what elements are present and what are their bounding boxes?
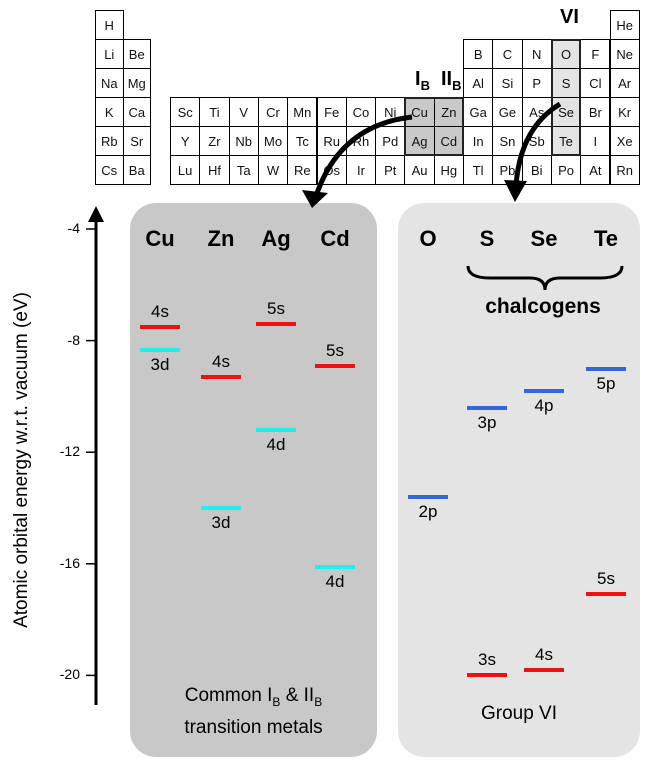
y-tick-label: -8 bbox=[67, 331, 80, 348]
level-s-3p bbox=[467, 405, 507, 410]
element-cell-pt: Pt bbox=[375, 155, 406, 185]
element-header-ag: Ag bbox=[261, 226, 291, 251]
orbital-label: 4d bbox=[325, 571, 345, 591]
element-cell-re: Re bbox=[287, 155, 318, 185]
element-cell-n: N bbox=[521, 39, 552, 69]
orbital-label: 3d bbox=[211, 513, 231, 532]
group-vi-panel bbox=[398, 203, 640, 757]
element-cell-li: Li bbox=[95, 39, 124, 69]
element-cell-be: Be bbox=[122, 39, 151, 69]
level-se-4p bbox=[524, 388, 564, 393]
level-cd-4d bbox=[315, 564, 355, 569]
element-cell-br: Br bbox=[580, 97, 611, 127]
element-header-cu: Cu bbox=[145, 226, 175, 251]
level-o-2p bbox=[408, 494, 448, 499]
chalcogens-arrow bbox=[513, 101, 562, 187]
element-cell-ar: Ar bbox=[609, 68, 640, 98]
element-header-te: Te bbox=[593, 226, 619, 251]
orbital-label: 4s bbox=[212, 351, 230, 371]
level-cu-4s bbox=[140, 324, 180, 329]
orbital-label: 3d bbox=[150, 355, 170, 375]
transition-metals-label: Common IB & IIB transition metals bbox=[184, 685, 323, 738]
orbital-label: 4s bbox=[151, 301, 169, 321]
level-te-5s bbox=[586, 592, 626, 597]
y-tick-label: -20 bbox=[59, 666, 80, 683]
element-cell-h: H bbox=[95, 10, 124, 40]
element-cell-na: Na bbox=[95, 68, 124, 98]
level-ag-5s bbox=[256, 321, 296, 326]
element-cell-sr: Sr bbox=[122, 126, 151, 156]
element-cell-at: At bbox=[580, 155, 611, 185]
level-cu-3d bbox=[140, 348, 180, 353]
chalcogens-arrowhead bbox=[504, 180, 527, 202]
y-tick-label: -12 bbox=[59, 443, 80, 460]
element-cell-p: P bbox=[521, 68, 552, 98]
level-zn-4s bbox=[201, 374, 241, 379]
transition-metals-arrow bbox=[313, 114, 413, 197]
element-cell-sc: Sc bbox=[170, 97, 201, 127]
group-vi-label: VI bbox=[560, 6, 579, 28]
level-cd-5s bbox=[315, 363, 355, 368]
element-cell-ne: Ne bbox=[609, 39, 640, 69]
orbital-label: 4d bbox=[266, 434, 286, 454]
element-header-se: Se bbox=[530, 226, 558, 251]
element-header-zn: Zn bbox=[207, 226, 235, 251]
level-te-5p bbox=[586, 366, 626, 371]
element-cell-bi: Bi bbox=[521, 155, 552, 185]
element-header-cd: Cd bbox=[320, 226, 350, 251]
element-cell-s: S bbox=[550, 68, 582, 98]
element-cell-f: F bbox=[580, 39, 611, 69]
level-zn-3d bbox=[201, 506, 241, 510]
element-cell-xe: Xe bbox=[609, 126, 640, 156]
orbital-label: 4p bbox=[534, 395, 554, 415]
orbital-label: 3s bbox=[478, 650, 496, 670]
level-s-3s bbox=[467, 673, 507, 678]
element-cell-fe: Fe bbox=[316, 97, 347, 127]
element-cell-lu: Lu bbox=[170, 155, 201, 185]
orbital-label: 5s bbox=[597, 569, 615, 589]
element-cell-k: K bbox=[95, 97, 124, 127]
orbital-label: 5s bbox=[267, 298, 285, 318]
level-se-4s bbox=[524, 667, 564, 672]
element-cell-ta: Ta bbox=[228, 155, 259, 185]
element-cell-al: Al bbox=[463, 68, 494, 98]
orbital-label: 5p bbox=[596, 373, 616, 393]
orbital-label: 4s bbox=[535, 644, 553, 664]
element-cell-rn: Rn bbox=[609, 155, 640, 185]
element-cell-cl: Cl bbox=[580, 68, 611, 98]
chalcogens-bracket bbox=[466, 265, 624, 291]
orbital-label: 2p bbox=[418, 501, 438, 521]
element-cell-ca: Ca bbox=[122, 97, 151, 127]
level-ag-4d bbox=[256, 427, 296, 432]
element-cell-rb: Rb bbox=[95, 126, 124, 156]
y-axis-arrowhead bbox=[88, 206, 104, 222]
element-cell-au: Au bbox=[404, 155, 435, 185]
transition-metals-panel bbox=[130, 203, 377, 757]
element-header-s: S bbox=[479, 226, 495, 251]
orbital-label: 5s bbox=[326, 340, 344, 360]
element-cell-i: I bbox=[580, 126, 611, 156]
element-cell-c: C bbox=[492, 39, 523, 69]
element-header-o: O bbox=[419, 226, 437, 251]
element-cell-mo: Mo bbox=[257, 126, 289, 156]
orbital-label: 3p bbox=[477, 412, 497, 432]
chalcogens-label: chalcogens bbox=[485, 295, 601, 318]
y-tick-label: -4 bbox=[67, 220, 80, 236]
element-cell-tl: Tl bbox=[463, 155, 494, 185]
transition-metals-arrowhead bbox=[302, 190, 328, 208]
group-iib-label: IIB bbox=[441, 68, 462, 93]
y-tick-label: -16 bbox=[59, 554, 80, 571]
element-cell-sn: Sn bbox=[492, 126, 523, 156]
element-cell-ba: Ba bbox=[122, 155, 151, 185]
group-ib-label: IB bbox=[415, 68, 430, 93]
element-cell-w: W bbox=[257, 155, 289, 185]
group-vi-label-text: Group VI bbox=[480, 703, 558, 724]
